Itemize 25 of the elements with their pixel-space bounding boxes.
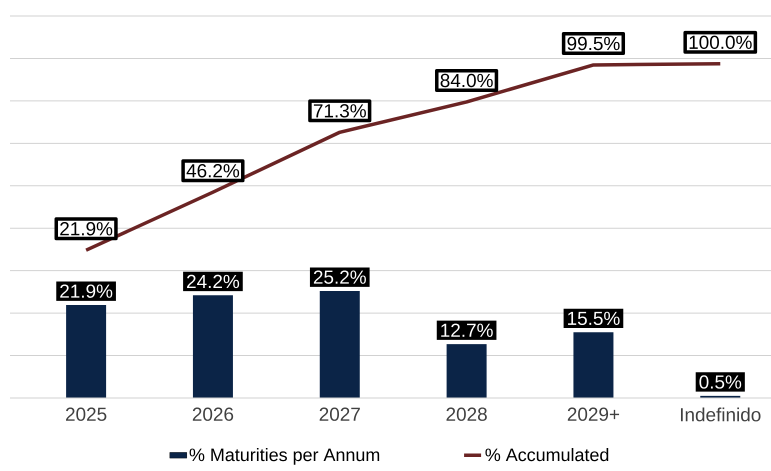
- x-tick-label: Indefinido: [680, 408, 761, 422]
- bar: [192, 295, 233, 398]
- data-label: 71.3%: [314, 104, 366, 118]
- bar: [320, 291, 360, 398]
- data-label: 21.9%: [60, 222, 112, 236]
- x-tick-label: 2026: [192, 408, 234, 421]
- data-label: 0.5%: [699, 375, 742, 389]
- legend-label: % Maturities per Annum: [190, 448, 380, 465]
- bar: [446, 344, 487, 398]
- data-label: 100.0%: [690, 36, 752, 49]
- bar: [573, 332, 614, 398]
- x-tick-label: 2028: [446, 408, 487, 421]
- legend-label: % Accumulated: [485, 448, 608, 462]
- data-label: 84.0%: [440, 74, 493, 88]
- x-tick-label: 2025: [66, 408, 106, 421]
- data-label: 46.2%: [186, 164, 240, 178]
- x-tick-label: 2027: [320, 408, 360, 421]
- data-label: 15.5%: [568, 312, 620, 326]
- data-label: 99.5%: [567, 36, 620, 50]
- bar: [66, 305, 106, 398]
- data-label: 25.2%: [314, 270, 366, 284]
- data-label: 21.9%: [60, 284, 112, 298]
- x-tick-label: 2029+: [568, 408, 620, 421]
- data-label: 24.2%: [187, 274, 240, 288]
- data-label: 12.7%: [441, 324, 493, 337]
